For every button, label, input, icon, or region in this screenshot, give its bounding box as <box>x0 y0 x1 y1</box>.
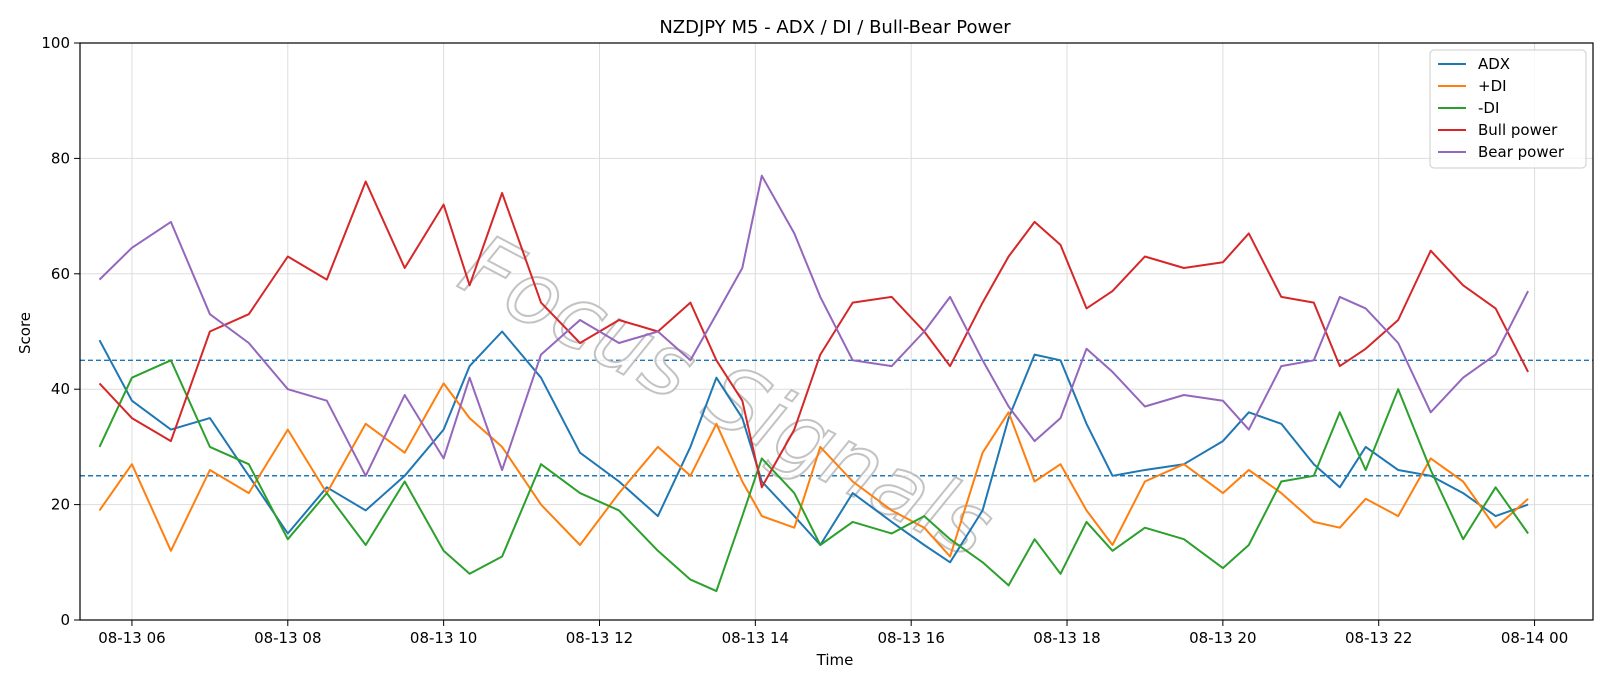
chart-title: NZDJPY M5 - ADX / DI / Bull-Bear Power <box>659 17 1011 38</box>
y-tick-label: 100 <box>41 34 70 52</box>
legend-label: Bull power <box>1478 121 1558 139</box>
legend-box <box>1429 49 1587 169</box>
x-tick-label: 08-13 16 <box>877 629 944 647</box>
x-tick-label: 08-13 12 <box>566 629 633 647</box>
x-tick-label: 08-13 20 <box>1189 629 1256 647</box>
x-tick-label: 08-13 14 <box>722 629 789 647</box>
legend-label: Bear power <box>1478 143 1565 161</box>
legend: ADX +DI -DI Bull power Bear power <box>1429 49 1587 169</box>
x-tick-label: 08-13 06 <box>98 629 165 647</box>
y-tick-label: 60 <box>51 265 70 283</box>
series-line-bear-power <box>98 174 1529 477</box>
axis-ticks: 0 20 40 60 80 100 08-13 06 08-13 08 08-13 10 08-1… <box>41 34 1568 647</box>
plot-frame <box>79 42 1594 621</box>
y-tick-label: 40 <box>51 380 70 398</box>
reference-lines <box>80 359 1593 477</box>
x-tick-label: 08-13 08 <box>254 629 321 647</box>
series-line-bull-power <box>98 180 1529 489</box>
series-line-adx <box>98 330 1529 564</box>
y-axis-title: Score <box>16 312 34 354</box>
x-axis-title: Time <box>816 651 854 669</box>
legend-label: ADX <box>1478 55 1510 73</box>
legend-label: +DI <box>1478 77 1507 95</box>
y-tick-label: 20 <box>51 496 70 514</box>
series-lines <box>98 174 1529 593</box>
x-tick-label: 08-13 22 <box>1345 629 1412 647</box>
y-tick-label: 80 <box>51 149 70 167</box>
x-tick-label: 08-14 00 <box>1501 629 1568 647</box>
series-line-di <box>98 382 1529 558</box>
legend-label: -DI <box>1478 99 1499 117</box>
x-tick-label: 08-13 18 <box>1033 629 1100 647</box>
y-tick-label: 0 <box>60 611 70 629</box>
series-line-di <box>98 359 1529 593</box>
x-tick-label: 08-13 10 <box>410 629 477 647</box>
